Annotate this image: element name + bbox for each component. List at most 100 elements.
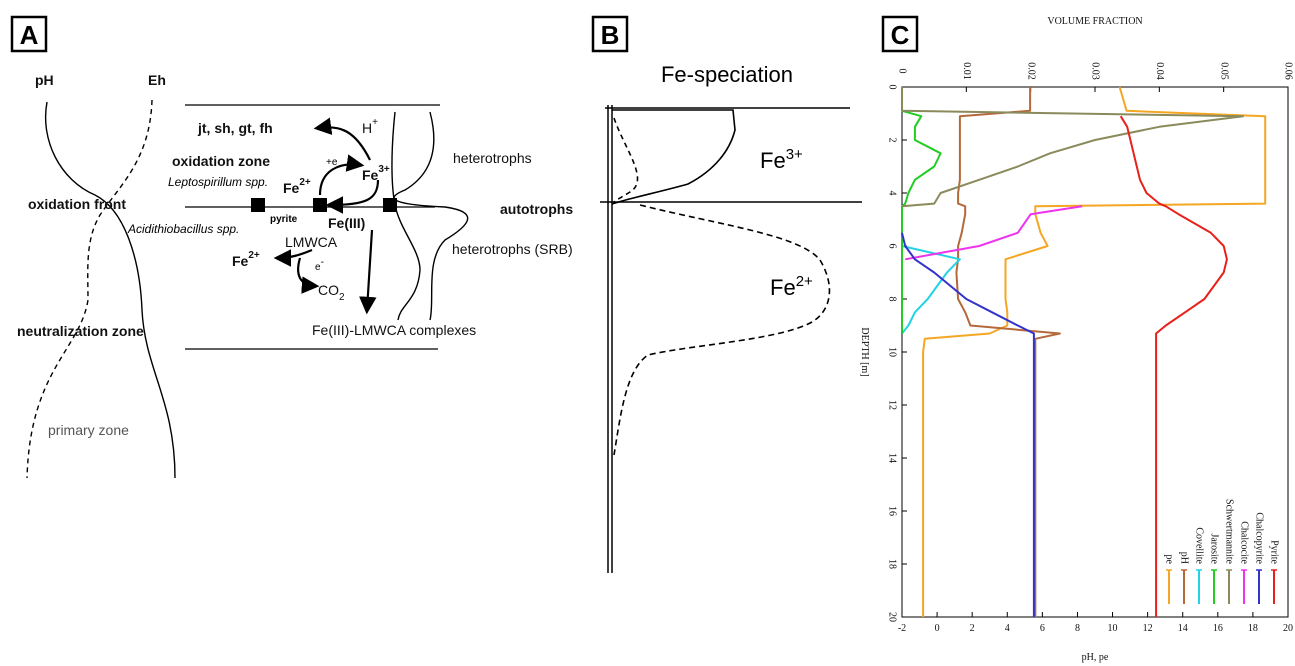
top-axis-title: VOLUME FRACTION bbox=[1047, 16, 1142, 27]
bottom-tick-label: 0 bbox=[935, 623, 940, 634]
pyrite-square bbox=[383, 198, 397, 212]
bottom-tick-label: 10 bbox=[1108, 623, 1118, 634]
series-line bbox=[1119, 115, 1228, 617]
depth-tick-label: 14 bbox=[887, 453, 898, 463]
bottom-tick-label: 6 bbox=[1040, 623, 1045, 634]
lmwca: LMWCA bbox=[285, 234, 338, 250]
bottom-tick-label: 12 bbox=[1143, 623, 1153, 634]
arrow bbox=[273, 248, 313, 267]
panel-b: B Fe-speciation Fe3+ Fe2+ bbox=[591, 15, 862, 573]
fe3: Fe3+ bbox=[362, 164, 390, 183]
ph-label: pH bbox=[35, 72, 54, 88]
legend-label: Pyrite bbox=[1269, 540, 1280, 564]
pyrite-square bbox=[251, 198, 265, 212]
series-line bbox=[922, 86, 1267, 617]
complexes: Fe(III)-LMWCA complexes bbox=[312, 322, 476, 338]
h-plus: H+ bbox=[362, 117, 378, 136]
depth-tick-label: 16 bbox=[887, 506, 898, 516]
bottom-axis-title: pH, pe bbox=[1082, 652, 1109, 663]
co2: CO2 bbox=[318, 282, 345, 303]
depth-tick-label: 4 bbox=[887, 191, 898, 196]
series-line bbox=[901, 245, 961, 335]
panel-label-box bbox=[10, 15, 48, 53]
depth-tick-label: 20 bbox=[887, 612, 898, 622]
legend-label: Jarosite bbox=[1209, 533, 1220, 564]
depth-tick-label: 8 bbox=[887, 297, 898, 302]
depth-axis-title: DEPTH [m] bbox=[859, 327, 870, 376]
neutralization-zone: neutralization zone bbox=[17, 323, 144, 339]
electron-gain: +e bbox=[326, 157, 338, 168]
minerals: jt, sh, gt, fh bbox=[197, 120, 273, 136]
oxidation-front: oxidation front bbox=[28, 196, 126, 212]
arrow bbox=[313, 117, 371, 161]
legend-label: Schwertmannite bbox=[1224, 499, 1235, 565]
fe-iii: Fe(III) bbox=[328, 215, 365, 231]
arrow bbox=[297, 257, 320, 294]
fe2: Fe2+ bbox=[232, 250, 260, 269]
depth-tick-label: 6 bbox=[887, 244, 898, 249]
depth-tick-label: 10 bbox=[887, 347, 898, 357]
panel-label-box bbox=[591, 15, 629, 53]
panel-label-box bbox=[881, 15, 919, 53]
panel-c: C VOLUME FRACTION DEPTH [m] pH, pe 0 2 4 6 8… bbox=[859, 15, 1294, 663]
bottom-tick-label: 18 bbox=[1248, 623, 1258, 634]
legend-label: pH bbox=[1179, 552, 1190, 564]
heterotrophs-srb: heterotrophs (SRB) bbox=[452, 241, 573, 257]
series-line bbox=[955, 87, 1061, 617]
top-tick-label: 0 bbox=[897, 69, 908, 74]
primary-zone: primary zone bbox=[48, 422, 129, 438]
bottom-tick-label: 16 bbox=[1213, 623, 1223, 634]
top-tick-label: 0.03 bbox=[1090, 62, 1101, 80]
electron: e- bbox=[315, 257, 324, 273]
bottom-tick-label: -2 bbox=[898, 623, 906, 634]
panel-label: C bbox=[891, 20, 910, 50]
ph-curve bbox=[44, 101, 176, 479]
fe3-curve bbox=[611, 109, 736, 205]
fe2-curve bbox=[613, 117, 639, 203]
legend-label: pe bbox=[1164, 555, 1175, 565]
pyrite-label: pyrite bbox=[270, 214, 298, 225]
fe2-label: Fe2+ bbox=[770, 273, 813, 300]
series-line bbox=[901, 87, 1244, 208]
oxidation-zone: oxidation zone bbox=[172, 153, 270, 169]
panel-label: A bbox=[20, 20, 39, 50]
arrow bbox=[325, 179, 380, 214]
eh-label: Eh bbox=[148, 72, 166, 88]
eh-curve bbox=[26, 99, 153, 479]
bottom-tick-label: 20 bbox=[1283, 623, 1293, 634]
top-tick-label: 0.06 bbox=[1283, 62, 1294, 80]
heterotroph-curve bbox=[393, 111, 469, 321]
autotroph-curve bbox=[391, 111, 421, 321]
heterotrophs: heterotrophs bbox=[453, 150, 532, 166]
panel-a: A pH Eh jt, sh, gt, fh H+ oxidation zone… bbox=[10, 15, 573, 479]
legend-label: Chalcopyrite bbox=[1254, 512, 1265, 564]
top-tick-label: 0.01 bbox=[961, 62, 972, 80]
series-line bbox=[901, 232, 1035, 617]
bottom-tick-label: 14 bbox=[1178, 623, 1188, 634]
fe3-label: Fe3+ bbox=[760, 146, 803, 173]
depth-tick-label: 12 bbox=[887, 400, 898, 410]
fe2: Fe2+ bbox=[283, 177, 311, 196]
arrow bbox=[318, 154, 365, 196]
leptospirillum: Leptospirillum spp. bbox=[168, 175, 268, 189]
arrow bbox=[359, 229, 377, 315]
depth-tick-label: 2 bbox=[887, 138, 898, 143]
legend-label: Chalcocite bbox=[1239, 521, 1250, 564]
legend-label: Covellite bbox=[1194, 527, 1205, 564]
top-tick-label: 0.05 bbox=[1218, 62, 1229, 80]
panel-title: Fe-speciation bbox=[661, 62, 793, 87]
bottom-tick-label: 4 bbox=[1005, 623, 1010, 634]
top-tick-label: 0.04 bbox=[1154, 62, 1165, 80]
top-tick-label: 0.02 bbox=[1025, 62, 1036, 80]
autotrophs: autotrophs bbox=[500, 201, 573, 217]
panel-label: B bbox=[601, 20, 620, 50]
depth-tick-label: 18 bbox=[887, 559, 898, 569]
bottom-tick-label: 8 bbox=[1075, 623, 1080, 634]
pyrite-square bbox=[313, 198, 327, 212]
depth-tick-label: 0 bbox=[887, 85, 898, 90]
acidithiobacillus: Acidithiobacillus spp. bbox=[127, 222, 239, 236]
bottom-tick-label: 2 bbox=[970, 623, 975, 634]
series-line bbox=[901, 87, 942, 334]
fe2-curve bbox=[613, 204, 831, 456]
